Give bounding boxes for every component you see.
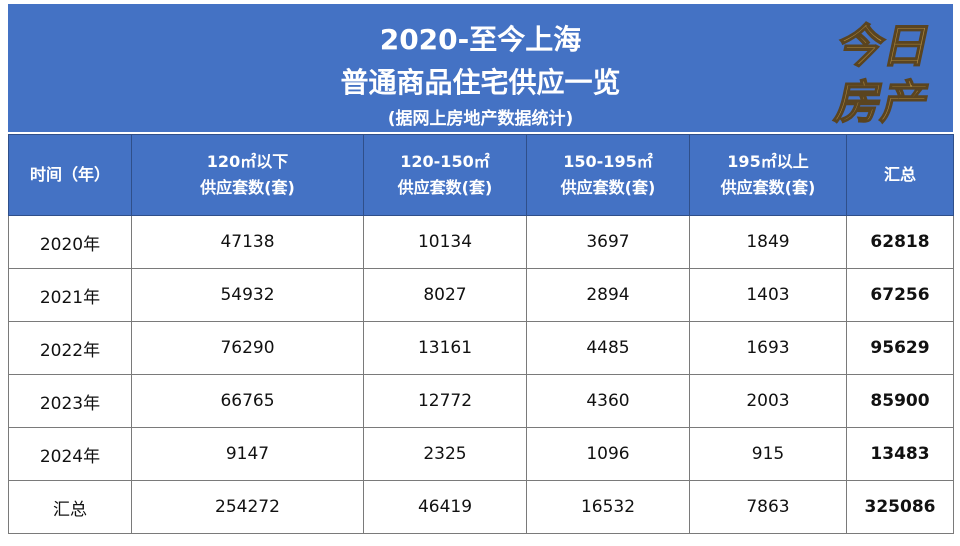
column-header-line2: 供应套数(套) [397, 178, 493, 197]
row-label-cell: 2022年 [8, 321, 132, 375]
table-cell: 4485 [526, 321, 690, 375]
row-label-cell: 2020年 [8, 215, 132, 269]
table-row: 2024年 9147 2325 1096 915 13483 [8, 427, 954, 481]
table-cell: 1403 [689, 268, 847, 322]
column-header: 汇总 [846, 134, 954, 216]
header-row: 时间（年） 120㎡以下 供应套数(套) 120-150㎡ 供应套数(套) 150-195… [8, 134, 954, 216]
table-row: 2022年 76290 13161 4485 1693 95629 [8, 321, 954, 375]
table-cell: 10134 [363, 215, 527, 269]
logo-text-top: 今日 [833, 19, 936, 72]
table-cell: 1849 [689, 215, 847, 269]
table-row: 2020年 47138 10134 3697 1849 62818 [8, 215, 954, 269]
table-cell: 1693 [689, 321, 847, 375]
table-cell: 915 [689, 427, 847, 481]
column-header-line1: 时间（年） [29, 165, 110, 184]
logo-text-bottom: 房产 [831, 75, 934, 128]
table-cell: 16532 [526, 480, 690, 534]
table-cell: 2894 [526, 268, 690, 322]
table-cell: 76290 [131, 321, 364, 375]
table-cell: 47138 [131, 215, 364, 269]
table-cell: 7863 [689, 480, 847, 534]
brand-logo: 今日 房产 [830, 19, 937, 130]
table-cell: 46419 [363, 480, 527, 534]
table-cell: 254272 [131, 480, 364, 534]
table-cell: 3697 [526, 215, 690, 269]
column-header: 时间（年） [8, 134, 132, 216]
row-label-cell: 2021年 [8, 268, 132, 322]
table-cell: 66765 [131, 374, 364, 428]
table-cell: 2325 [363, 427, 527, 481]
row-total-cell: 67256 [846, 268, 954, 322]
row-label-cell: 2024年 [8, 427, 132, 481]
column-header-line2: 供应套数(套) [720, 178, 816, 197]
column-header-line1: 120-150㎡ [400, 152, 490, 171]
column-header-line1: 汇总 [883, 165, 916, 184]
table-cell: 4360 [526, 374, 690, 428]
table-cell: 13161 [363, 321, 527, 375]
column-header: 195㎡以上 供应套数(套) [689, 134, 847, 216]
supply-table: 时间（年） 120㎡以下 供应套数(套) 120-150㎡ 供应套数(套) 150-195… [8, 134, 954, 534]
row-total-cell: 95629 [846, 321, 954, 375]
row-total-cell: 62818 [846, 215, 954, 269]
table-cell: 12772 [363, 374, 527, 428]
title-line-2: 普通商品住宅供应一览 [340, 66, 621, 99]
table-row: 2021年 54932 8027 2894 1403 67256 [8, 268, 954, 322]
title-banner: 2020-至今上海 普通商品住宅供应一览 (据网上房地产数据统计) 今日 房产 [8, 4, 953, 132]
column-header-line2: 供应套数(套) [560, 178, 656, 197]
title-line-1: 2020-至今上海 [379, 23, 582, 56]
column-header: 120-150㎡ 供应套数(套) [363, 134, 527, 216]
table-cell: 8027 [363, 268, 527, 322]
row-label-cell: 2023年 [8, 374, 132, 428]
column-header: 150-195㎡ 供应套数(套) [526, 134, 690, 216]
column-header: 120㎡以下 供应套数(套) [131, 134, 364, 216]
table-cell: 54932 [131, 268, 364, 322]
table-row: 汇总 254272 46419 16532 7863 325086 [8, 480, 954, 534]
table-cell: 9147 [131, 427, 364, 481]
column-header-line2: 供应套数(套) [200, 178, 295, 197]
row-total-cell: 13483 [846, 427, 954, 481]
table-row: 2023年 66765 12772 4360 2003 85900 [8, 374, 954, 428]
column-header-line1: 120㎡以下 [206, 152, 289, 171]
table-cell: 2003 [689, 374, 847, 428]
title-line-3: (据网上房地产数据统计) [387, 109, 574, 129]
table-cell: 1096 [526, 427, 690, 481]
column-header-line1: 150-195㎡ [563, 152, 653, 171]
row-total-cell: 85900 [846, 374, 954, 428]
row-total-cell: 325086 [846, 480, 954, 534]
row-label-cell: 汇总 [8, 480, 132, 534]
column-header-line1: 195㎡以上 [727, 152, 809, 171]
